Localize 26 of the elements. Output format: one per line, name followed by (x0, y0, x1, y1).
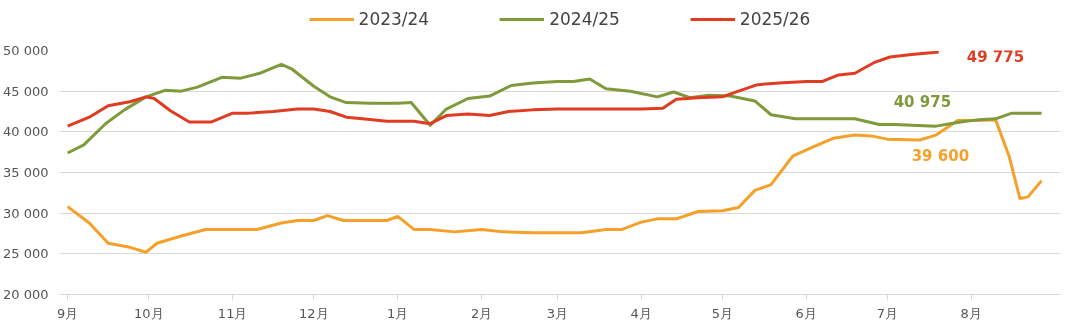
x-tick-label: 1月 (387, 305, 409, 321)
legend-label: 2023/24 (358, 9, 430, 29)
y-tick-label: 50 000 (3, 43, 49, 58)
x-tick-label: 4月 (630, 305, 652, 321)
annotation: 39 600 (911, 147, 970, 166)
x-tick-label: 6月 (795, 305, 817, 321)
x-tick-label: 7月 (876, 305, 898, 321)
x-tick-label: 12月 (299, 305, 329, 321)
legend-label: 2024/25 (549, 9, 620, 29)
x-tick-label: 2月 (470, 305, 493, 321)
x-tick-label: 10月 (134, 305, 164, 321)
x-tick-label: 8月 (960, 305, 982, 321)
legend-label: 2025/26 (739, 9, 811, 29)
x-tick-label: 9月 (56, 305, 79, 321)
x-tick-label: 5月 (711, 305, 733, 321)
y-tick-label: 45 000 (3, 83, 49, 99)
y-tick-label: 35 000 (3, 165, 49, 180)
annotation: 49 775 (966, 47, 1025, 66)
y-tick-label: 30 000 (3, 205, 49, 221)
x-tick-label: 3月 (546, 305, 568, 321)
y-tick-label: 20 000 (3, 287, 49, 302)
y-tick-label: 25 000 (3, 246, 49, 262)
x-tick-label: 11月 (217, 305, 248, 321)
y-tick-label: 40 000 (3, 124, 49, 140)
line-series (66, 118, 1044, 254)
annotation: 40 975 (893, 93, 952, 112)
